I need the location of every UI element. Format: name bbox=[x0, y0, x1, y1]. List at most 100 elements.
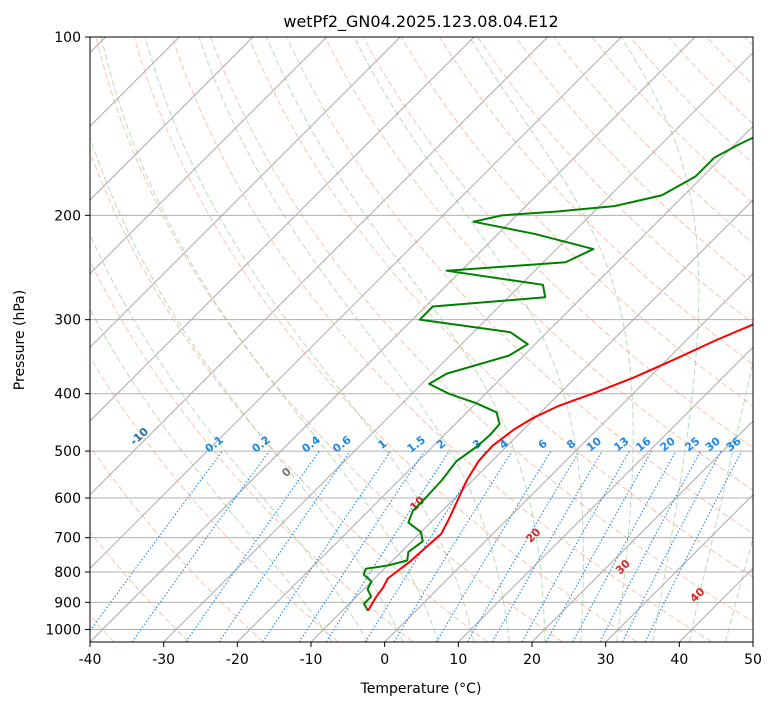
moist-adiabat-line bbox=[90, 308, 333, 642]
isotherm-line bbox=[90, 37, 549, 496]
isotherm-line bbox=[90, 37, 254, 201]
dry-adiabat-line bbox=[286, 37, 753, 534]
mixing-ratio-label: 1 bbox=[376, 437, 390, 452]
dry-adiabat-line bbox=[90, 445, 264, 642]
dry-adiabat-line bbox=[90, 150, 488, 642]
mixing-ratio-label: 0.2 bbox=[249, 433, 272, 455]
mixing-ratio-line bbox=[572, 450, 677, 642]
dry-adiabat-line bbox=[439, 37, 753, 366]
x-axis-label: Temperature (°C) bbox=[360, 681, 482, 697]
moist-adiabat-line bbox=[90, 135, 404, 642]
y-tick-label: 200 bbox=[54, 208, 81, 224]
moist-adiabat-line bbox=[725, 536, 753, 642]
isotherm-line bbox=[605, 493, 753, 642]
dry-adiabat-line bbox=[591, 37, 753, 204]
moist-adiabat-label: 30 bbox=[613, 557, 633, 577]
isotherm-line bbox=[678, 567, 753, 642]
plot-frame bbox=[89, 36, 754, 643]
moist-adiabat-line bbox=[620, 37, 700, 642]
isotherm-line bbox=[752, 641, 753, 642]
x-tick-label: -20 bbox=[226, 652, 249, 668]
temperature-profile-line bbox=[367, 323, 753, 612]
x-tick-label: -40 bbox=[79, 652, 102, 668]
mixing-ratio-label: 1.5 bbox=[405, 433, 428, 455]
mixing-ratio-line bbox=[521, 450, 630, 642]
y-tick-label: 400 bbox=[54, 387, 81, 403]
isotherm-line bbox=[310, 199, 753, 642]
isotherm-line bbox=[163, 51, 753, 642]
dry-adiabat-line bbox=[90, 356, 339, 642]
dry-adiabat-line bbox=[515, 37, 753, 284]
profile-lines bbox=[362, 136, 753, 612]
mixing-ratio-line bbox=[644, 450, 743, 642]
y-tick-label: 1000 bbox=[45, 622, 81, 638]
x-tick-label: 10 bbox=[449, 652, 467, 668]
y-tick-label: 600 bbox=[54, 491, 81, 507]
isotherm-line bbox=[90, 37, 622, 570]
x-tick-label: 20 bbox=[523, 652, 541, 668]
isotherm-line bbox=[457, 346, 753, 642]
mixing-ratio-line bbox=[393, 450, 513, 642]
moist-adiabat-line bbox=[144, 37, 475, 642]
y-tick-label: 100 bbox=[54, 30, 81, 46]
moist-adiabat-line bbox=[90, 233, 369, 642]
y-tick-label: 800 bbox=[54, 565, 81, 581]
mixing-ratio-label: 0.6 bbox=[330, 433, 354, 455]
x-tick-label: -10 bbox=[300, 652, 323, 668]
dry-adiabat-line bbox=[400, 37, 753, 407]
dry-adiabat-line bbox=[95, 37, 563, 642]
moist-adiabat-line bbox=[266, 37, 546, 642]
isotherm-line bbox=[90, 37, 401, 349]
dry-adiabat-line bbox=[210, 37, 753, 623]
isotherm-line bbox=[531, 420, 753, 642]
mixing-ratio-line bbox=[599, 450, 702, 642]
dry-adiabat-label: -10 bbox=[128, 425, 152, 448]
x-tick-label: -30 bbox=[152, 652, 175, 668]
moist-adiabat-line bbox=[469, 37, 634, 642]
mixing-ratio-label: 0.4 bbox=[299, 433, 323, 455]
isotherm-line bbox=[90, 37, 328, 275]
isotherm-line bbox=[90, 37, 475, 422]
dry-adiabat-line bbox=[90, 259, 414, 642]
dewpoint-profile-line bbox=[362, 136, 753, 612]
moist-adiabat-line bbox=[100, 37, 439, 642]
y-tick-label: 500 bbox=[54, 444, 81, 460]
dry-adiabat-line bbox=[553, 37, 753, 244]
mixing-ratio-label: 6 bbox=[536, 437, 550, 452]
x-tick-label: 30 bbox=[597, 652, 615, 668]
mixing-ratio-line bbox=[545, 450, 653, 642]
mixing-ratio-line bbox=[435, 450, 552, 642]
dry-adiabat-line bbox=[668, 37, 753, 125]
y-tick-label: 900 bbox=[54, 595, 81, 611]
mixing-ratio-line bbox=[218, 450, 351, 642]
isotherm-line bbox=[90, 37, 696, 642]
dry-adiabat-line bbox=[171, 37, 712, 642]
moist-adiabat-label: 20 bbox=[523, 525, 543, 545]
background-lines bbox=[90, 37, 753, 642]
chart-title: wetPf2_GN04.2025.123.08.04.E12 bbox=[283, 12, 558, 32]
x-tick-label: 0 bbox=[380, 652, 389, 668]
y-axis-label: Pressure (hPa) bbox=[12, 290, 28, 390]
mixing-ratio-line bbox=[262, 450, 392, 642]
x-tick-label: 40 bbox=[670, 652, 688, 668]
x-tick-label: 50 bbox=[744, 652, 762, 668]
mixing-ratio-line bbox=[131, 450, 270, 642]
mixing-ratio-line bbox=[325, 450, 450, 642]
isotherm-line bbox=[384, 272, 753, 642]
moist-adiabat-line bbox=[198, 37, 510, 642]
mixing-ratio-line bbox=[364, 450, 486, 642]
mixing-ratio-line bbox=[621, 450, 722, 642]
dry-adiabat-line bbox=[248, 37, 753, 578]
y-tick-label: 700 bbox=[54, 531, 81, 547]
mixing-ratio-line bbox=[90, 450, 223, 632]
mixing-ratio-line bbox=[298, 450, 425, 642]
moist-adiabat-line bbox=[688, 358, 753, 642]
moist-adiabat-label: 0 bbox=[279, 465, 294, 480]
y-tick-label: 300 bbox=[54, 313, 81, 329]
dry-adiabat-line bbox=[90, 531, 190, 642]
mixing-ratio-line bbox=[185, 450, 320, 642]
axes: -40 -30 -20 -10 0 10 20 30 40 5010020030040050060… bbox=[45, 30, 762, 668]
isotherm-line bbox=[236, 125, 753, 642]
dry-adiabat-line bbox=[133, 37, 638, 642]
